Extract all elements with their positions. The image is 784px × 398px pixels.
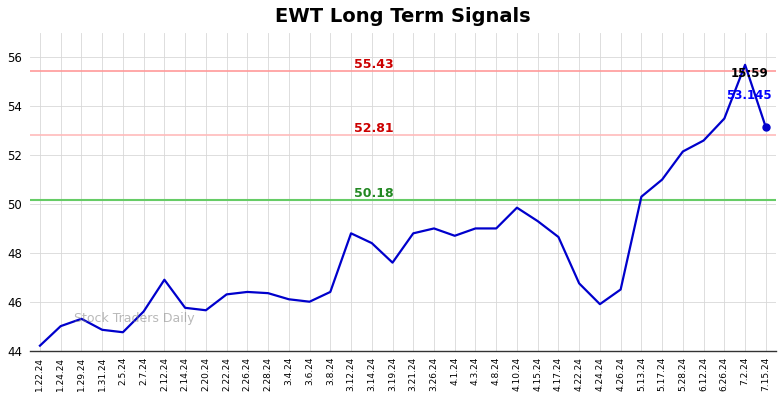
Title: EWT Long Term Signals: EWT Long Term Signals bbox=[275, 7, 531, 26]
Text: 52.81: 52.81 bbox=[354, 123, 393, 135]
Text: 50.18: 50.18 bbox=[354, 187, 393, 200]
Text: Stock Traders Daily: Stock Traders Daily bbox=[74, 312, 195, 325]
Text: 53.145: 53.145 bbox=[727, 89, 772, 102]
Text: 55.43: 55.43 bbox=[354, 59, 393, 72]
Text: 15:59: 15:59 bbox=[731, 67, 768, 80]
